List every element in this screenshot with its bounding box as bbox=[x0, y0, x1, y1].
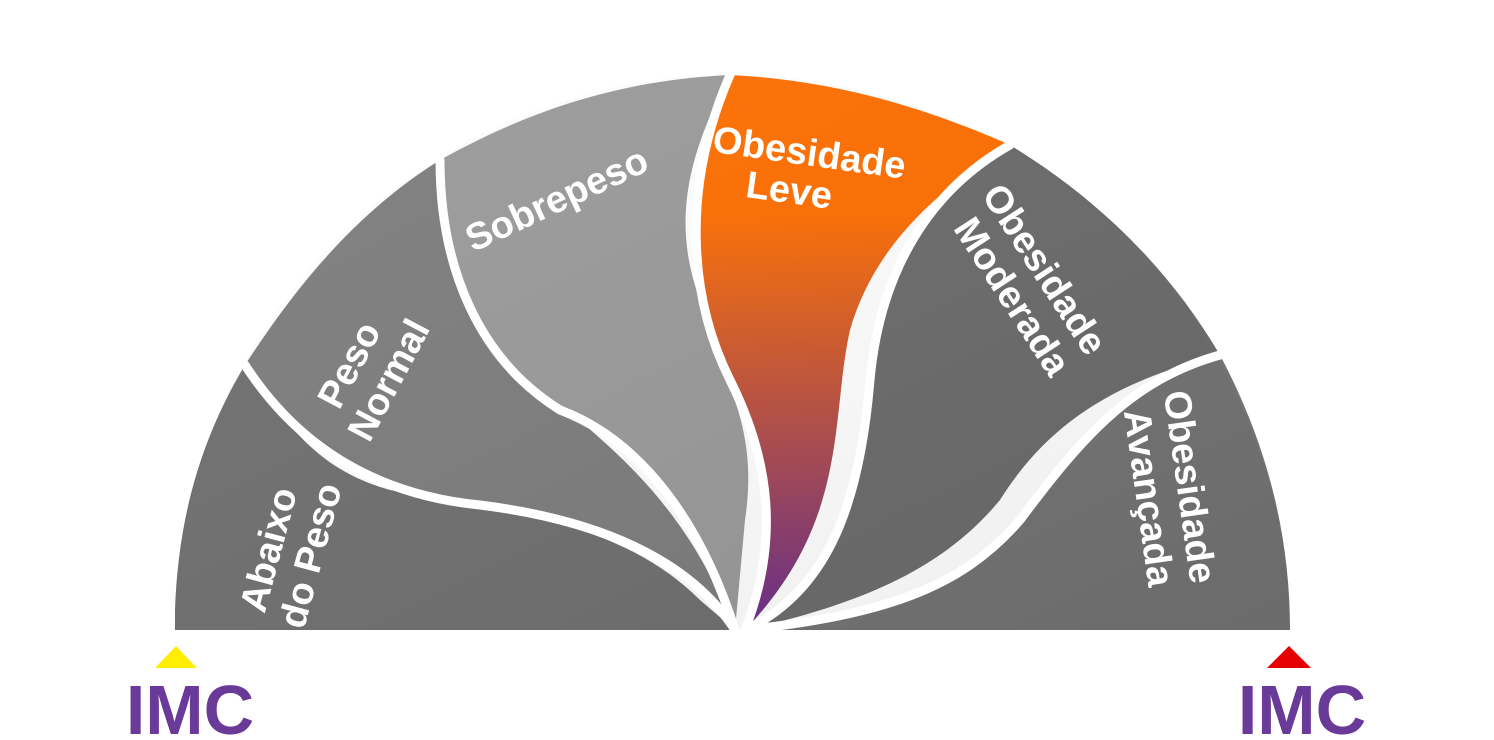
separator-3 bbox=[691, 70, 771, 635]
gauge-shading bbox=[175, 75, 1290, 630]
imc-marker-left: IMC bbox=[126, 646, 254, 740]
yellow-triangle-icon bbox=[155, 646, 197, 668]
segment-separators bbox=[240, 70, 1225, 635]
red-triangle-icon bbox=[1267, 646, 1311, 668]
imc-label-right: IMC bbox=[1238, 671, 1366, 740]
imc-marker-right: IMC bbox=[1238, 646, 1366, 740]
separator-1 bbox=[240, 360, 740, 635]
separator-2 bbox=[435, 155, 740, 635]
imc-label-left: IMC bbox=[126, 671, 254, 740]
separator-5 bbox=[740, 350, 1225, 635]
separator-4 bbox=[740, 140, 1015, 635]
